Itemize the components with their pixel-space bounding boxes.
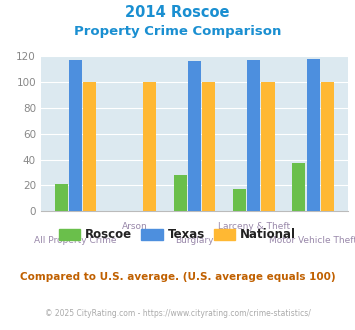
Text: Motor Vehicle Theft: Motor Vehicle Theft <box>269 236 355 245</box>
Bar <box>188 61 201 211</box>
Bar <box>202 82 215 211</box>
Bar <box>293 163 305 211</box>
Bar <box>321 82 334 211</box>
Bar <box>174 175 187 211</box>
Bar <box>143 82 156 211</box>
Text: Arson: Arson <box>122 222 148 231</box>
Bar <box>262 82 274 211</box>
Bar <box>247 60 260 211</box>
Legend: Roscoe, Texas, National: Roscoe, Texas, National <box>54 224 301 246</box>
Text: Compared to U.S. average. (U.S. average equals 100): Compared to U.S. average. (U.S. average … <box>20 272 335 282</box>
Bar <box>69 60 82 211</box>
Bar <box>83 82 96 211</box>
Bar <box>55 184 68 211</box>
Text: All Property Crime: All Property Crime <box>34 236 117 245</box>
Text: Larceny & Theft: Larceny & Theft <box>218 222 290 231</box>
Text: Property Crime Comparison: Property Crime Comparison <box>74 25 281 38</box>
Bar <box>233 189 246 211</box>
Bar <box>307 59 320 211</box>
Text: 2014 Roscoe: 2014 Roscoe <box>125 5 230 20</box>
Text: © 2025 CityRating.com - https://www.cityrating.com/crime-statistics/: © 2025 CityRating.com - https://www.city… <box>45 309 310 317</box>
Text: Burglary: Burglary <box>175 236 214 245</box>
